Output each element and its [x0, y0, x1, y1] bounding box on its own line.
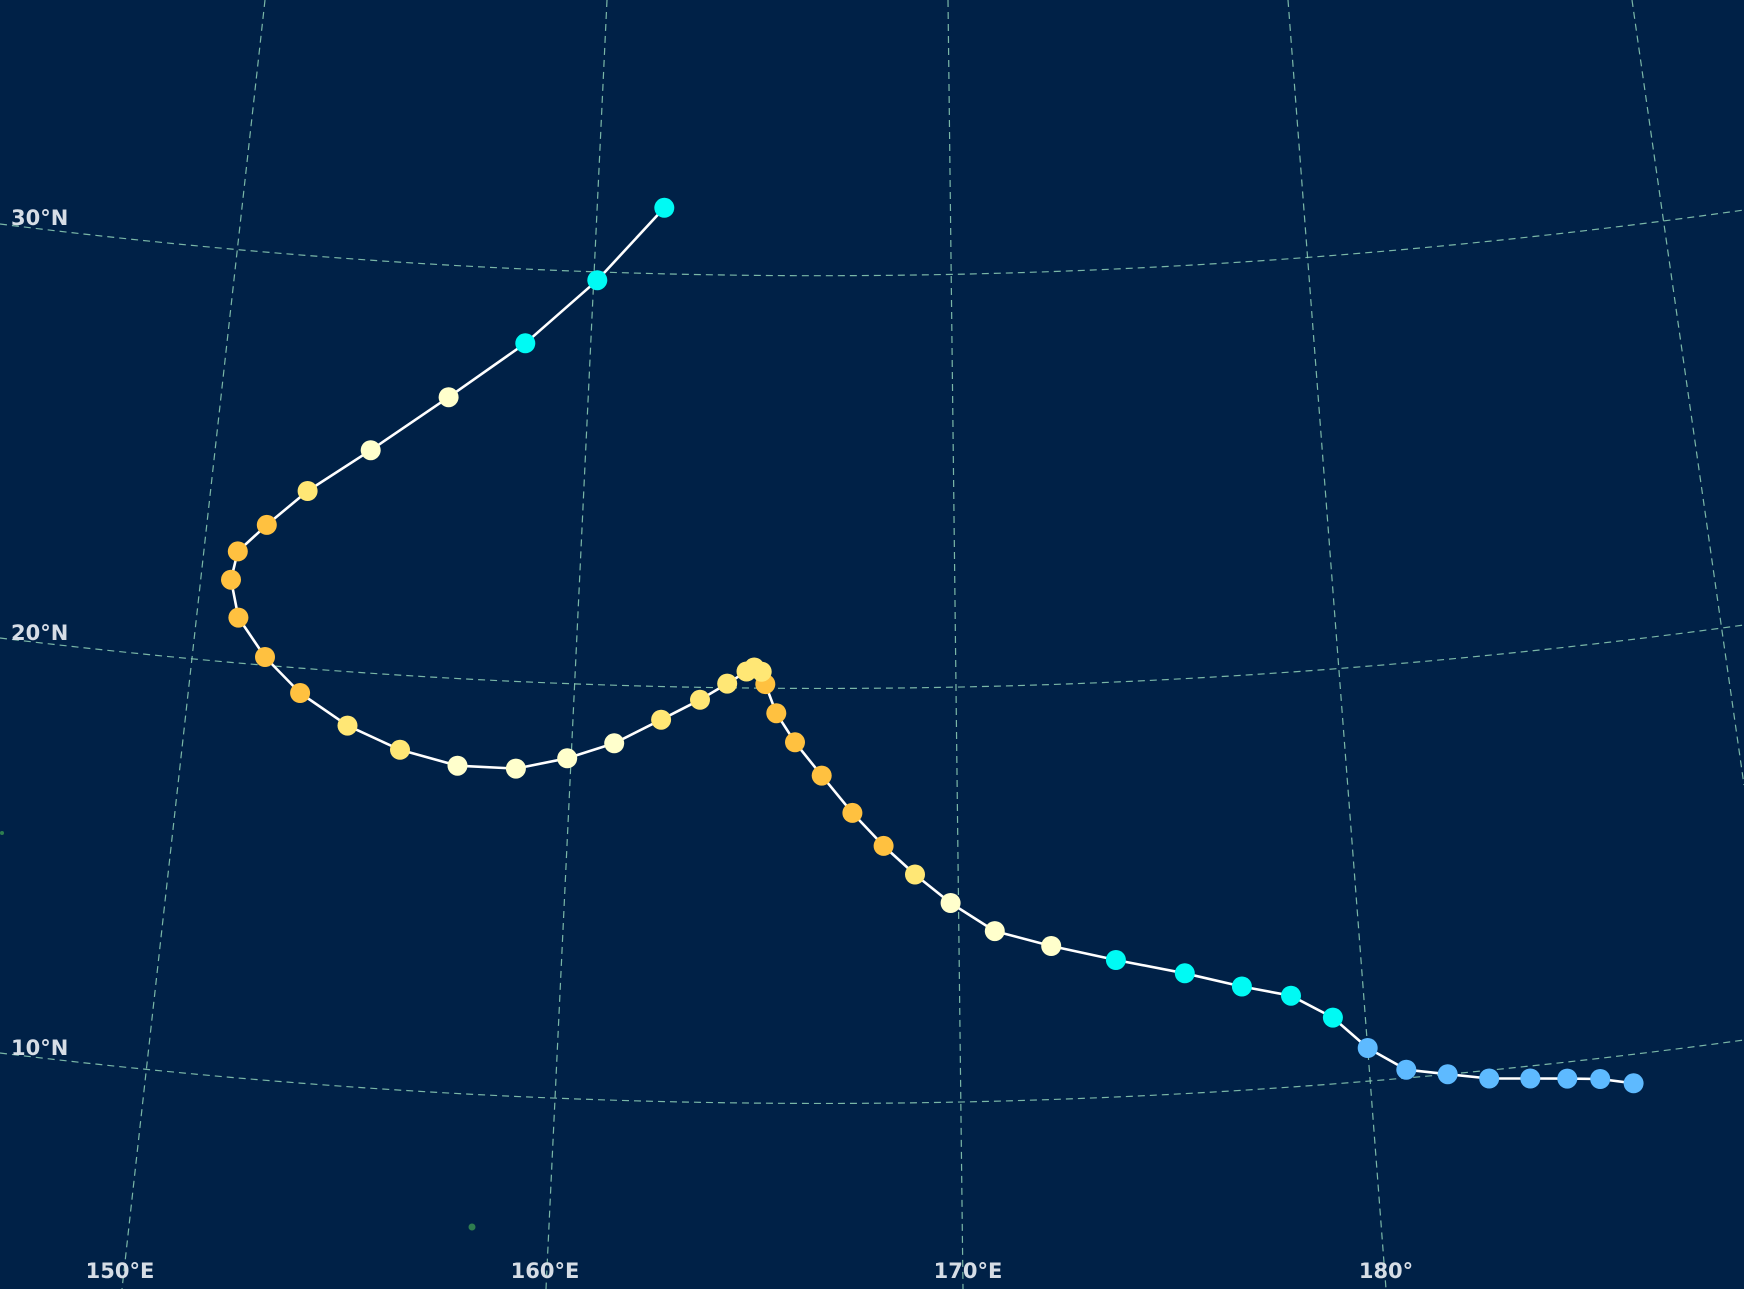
- track-points: [221, 197, 1644, 1094]
- track-point: [651, 709, 672, 730]
- track-point: [290, 683, 311, 703]
- track-point: [447, 755, 468, 776]
- track-point: [360, 440, 381, 461]
- track-point: [766, 703, 787, 724]
- track-point: [736, 661, 757, 682]
- track-point: [587, 270, 608, 291]
- track-point: [873, 835, 894, 856]
- track-point: [654, 197, 675, 218]
- island-marks: [0, 831, 476, 1231]
- track-point: [940, 893, 961, 913]
- track-point: [1231, 976, 1252, 997]
- island: [0, 831, 4, 835]
- track-point: [1041, 936, 1062, 956]
- parallel-10n: [0, 1039, 1744, 1105]
- track-point: [1479, 1068, 1500, 1089]
- track-point: [842, 802, 863, 823]
- track-point: [1281, 985, 1301, 1006]
- track-point: [337, 715, 358, 736]
- meridian-150e: [121, 0, 266, 1289]
- storm-track: [221, 197, 1644, 1094]
- lat-label-30n: 30°N: [11, 206, 68, 230]
- track-point: [604, 733, 625, 754]
- lon-label-160e: 160°E: [511, 1259, 580, 1283]
- track-point: [1174, 963, 1195, 984]
- track-point: [228, 607, 249, 628]
- track-point: [256, 514, 277, 535]
- track-point: [1105, 950, 1126, 970]
- track-point: [227, 541, 248, 562]
- meridian-170e: [947, 0, 964, 1289]
- track-point: [1623, 1073, 1644, 1094]
- track-point: [690, 689, 710, 710]
- track-point: [1396, 1059, 1417, 1080]
- lon-label-150e: 150°E: [86, 1259, 155, 1283]
- track-point: [390, 739, 410, 760]
- parallel-30n: [0, 209, 1744, 277]
- meridian-190: [1631, 0, 1744, 786]
- track-point: [438, 387, 459, 408]
- track-point: [717, 673, 738, 694]
- lon-label-180: 180°: [1359, 1259, 1413, 1283]
- track-point: [1357, 1038, 1378, 1058]
- track-point: [255, 647, 275, 667]
- track-point: [984, 921, 1005, 942]
- track-point: [515, 333, 536, 354]
- track-point: [905, 864, 925, 885]
- axis-labels: 10°N 20°N 30°N 150°E 160°E 170°E 180°: [11, 206, 1413, 1283]
- track-point: [1520, 1068, 1541, 1089]
- lon-label-170e: 170°E: [934, 1259, 1003, 1283]
- track-point: [785, 732, 805, 753]
- track-point: [1590, 1069, 1611, 1089]
- track-point: [221, 569, 241, 590]
- track-point: [1322, 1007, 1343, 1028]
- track-point: [557, 748, 578, 769]
- lat-label-10n: 10°N: [11, 1036, 68, 1060]
- track-point: [811, 765, 832, 786]
- track-point: [297, 481, 318, 501]
- island: [468, 1223, 476, 1231]
- track-point: [1557, 1068, 1578, 1089]
- track-point: [1437, 1064, 1458, 1085]
- lat-label-20n: 20°N: [11, 621, 68, 645]
- track-point: [505, 758, 526, 779]
